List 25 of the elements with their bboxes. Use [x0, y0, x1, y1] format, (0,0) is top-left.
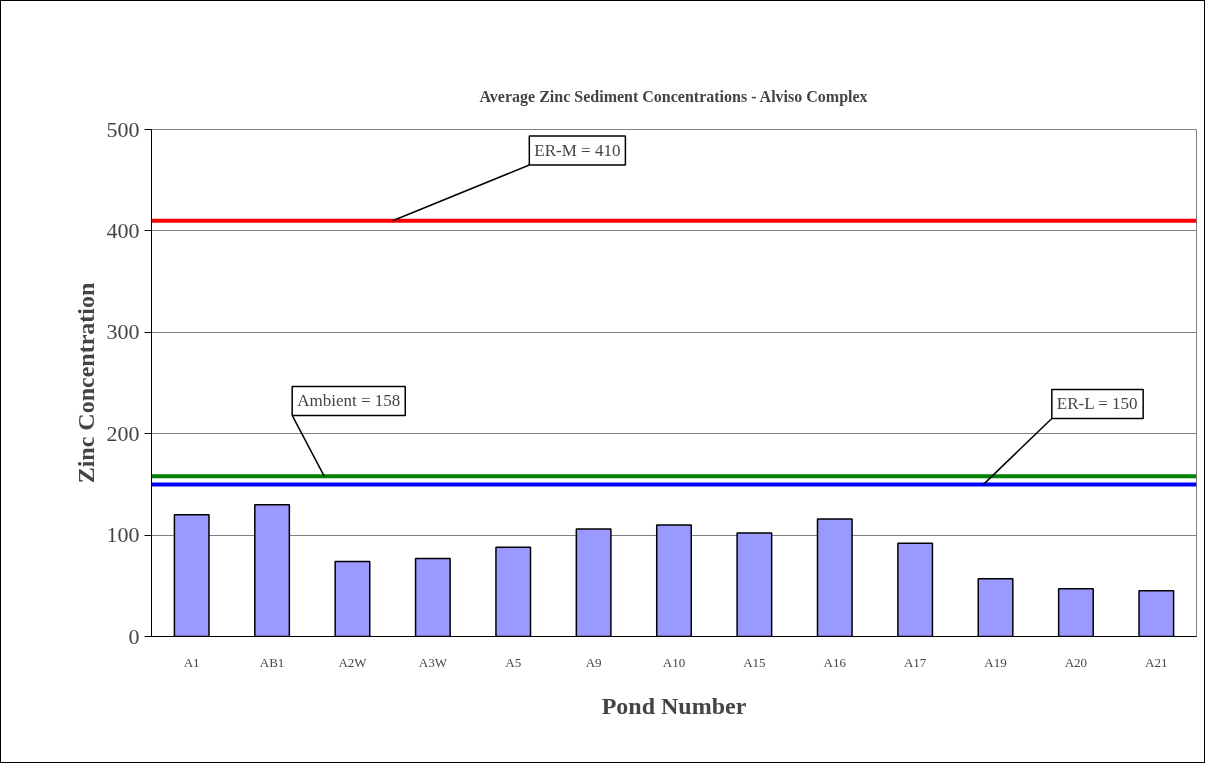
x-tick-label: A20: [1064, 654, 1088, 670]
x-tick-label: A2W: [338, 654, 368, 670]
y-tick-label: 200: [106, 420, 140, 446]
x-tick-label: A21: [1145, 654, 1168, 670]
ref-line-label: ER-M = 410: [534, 140, 621, 160]
x-tick-label: A9: [585, 654, 602, 670]
chart-title: Average Zinc Sediment Concentrations - Alviso Complex: [479, 87, 868, 106]
x-tick-label: A15: [743, 654, 766, 670]
x-tick-label: AB1: [259, 654, 285, 670]
y-tick-label: 500: [106, 116, 140, 142]
y-tick-label: 0: [128, 623, 140, 649]
ref-line-label: ER-L = 150: [1056, 394, 1138, 414]
x-tick-label: A1: [183, 654, 200, 670]
x-tick-label: A10: [662, 654, 686, 670]
y-axis-title: Zinc Concentration: [72, 282, 99, 484]
y-tick-label: 100: [106, 522, 140, 548]
x-tick-label: A3W: [418, 654, 448, 670]
x-tick-label: A17: [903, 654, 927, 670]
x-tick-label: A16: [823, 654, 847, 670]
y-tick-label: 400: [106, 217, 140, 243]
y-tick-label: 300: [106, 319, 140, 345]
ref-line-label: Ambient = 158: [297, 391, 401, 411]
x-tick-label: A19: [984, 654, 1007, 670]
x-tick-label: A5: [505, 654, 522, 670]
x-axis-title: Pond Number: [601, 692, 747, 719]
